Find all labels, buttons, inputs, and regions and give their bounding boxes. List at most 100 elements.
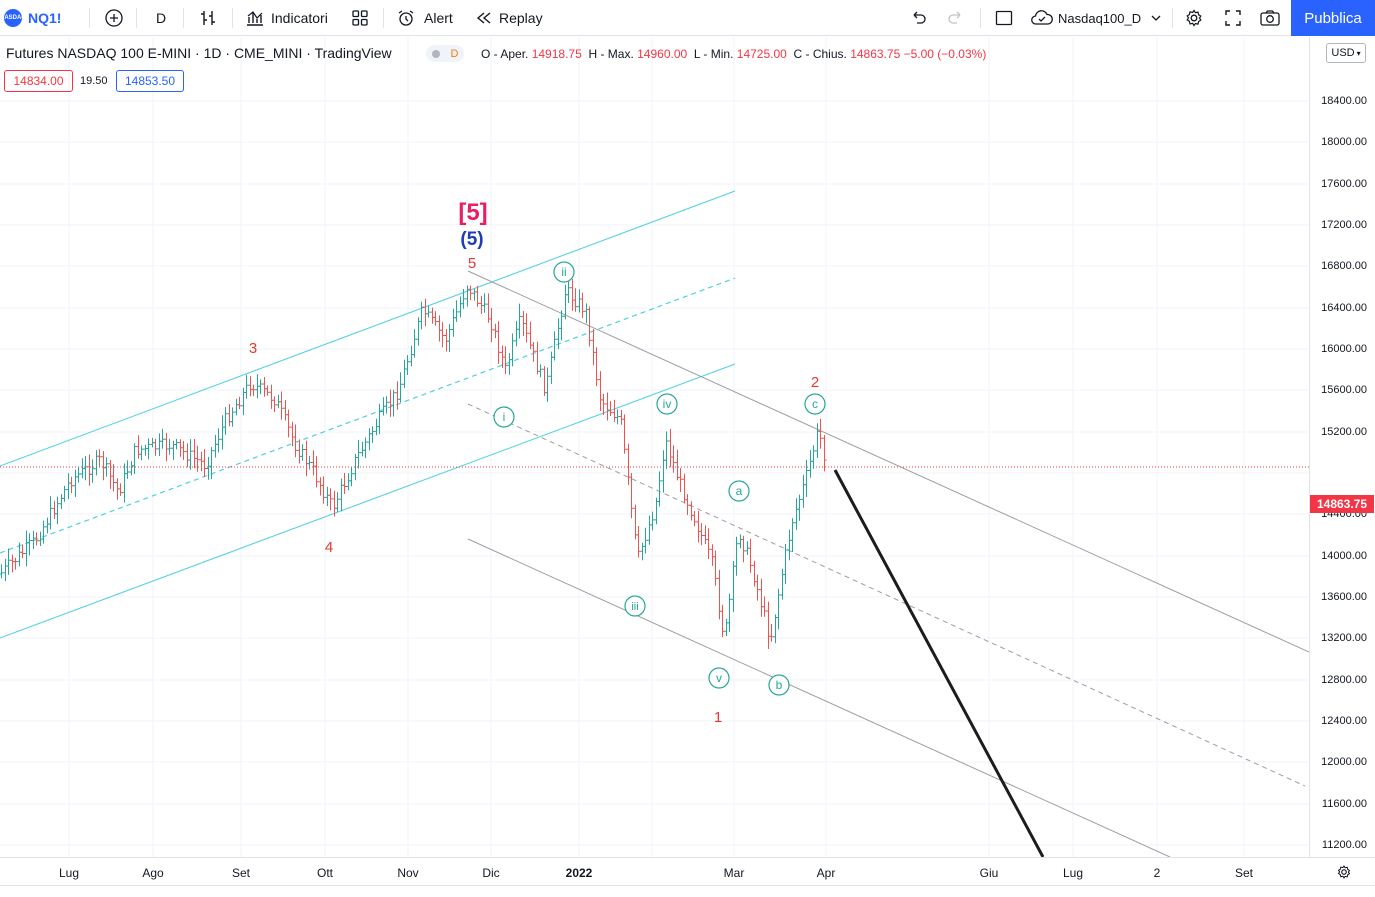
time-axis[interactable]: Lug Ago Set Ott Nov Dic 2022 Mar Apr Giu Lug 2 Set [0, 857, 1375, 885]
symbol-label: NQ1! [28, 10, 62, 26]
toolbar-divider [232, 8, 233, 28]
wave-label-intermediate-5[interactable]: (5) [460, 229, 483, 250]
price-bar [657, 471, 662, 507]
wave-label-iv[interactable]: iv [656, 393, 678, 415]
low-label: L - Min. [693, 47, 734, 61]
save-layout-button[interactable]: Nasdaq100_D [1030, 0, 1163, 36]
price-bar [251, 384, 256, 397]
price-bar [682, 473, 687, 504]
price-bar [234, 398, 239, 416]
wave-label-i[interactable]: i [493, 406, 515, 428]
price-bar [738, 534, 743, 549]
price-bar [615, 409, 620, 425]
publish-button[interactable]: Pubblica [1291, 0, 1375, 36]
price-bar [349, 467, 354, 487]
projection-line[interactable] [833, 469, 1045, 857]
price-bar [598, 371, 603, 411]
channel-lower-line[interactable] [0, 363, 736, 639]
price-bar [181, 440, 186, 460]
time-tick-label: Ott [316, 866, 334, 880]
currency-select[interactable]: USD ▾ [1326, 43, 1366, 63]
market-status-badge[interactable]: D [426, 45, 464, 62]
price-bar [811, 445, 816, 469]
wave-label-iii[interactable]: iii [624, 595, 646, 617]
rewind-icon [476, 12, 491, 24]
high-label: H - Max. [588, 47, 634, 61]
low-value: 14725.00 [736, 47, 787, 61]
svg-text:a: a [736, 484, 743, 498]
price-bar [710, 544, 715, 566]
drawing-lines[interactable] [0, 190, 1309, 857]
price-bar [174, 438, 179, 450]
price-bar [808, 450, 813, 478]
price-bar [293, 424, 298, 458]
wave-label-1[interactable]: 1 [714, 709, 722, 726]
chart-pane[interactable]: [5] (5) 5 3 4 1 2 ii i iv iii v a b c [0, 37, 1309, 857]
channel-upper-line[interactable] [0, 190, 736, 467]
buy-price-button[interactable]: 14853.50 [116, 70, 184, 92]
spread-value: 19.50 [80, 75, 108, 87]
price-bar [87, 454, 92, 486]
price-bar [10, 554, 15, 573]
price-bar [731, 561, 736, 612]
time-tick-label: Giu [979, 866, 999, 880]
wave-label-2[interactable]: 2 [811, 374, 819, 391]
wave-label-a[interactable]: a [728, 480, 750, 502]
price-bar [20, 544, 25, 559]
layout-select-button[interactable] [994, 0, 1014, 36]
wave-label-5[interactable]: 5 [468, 255, 476, 272]
price-bar [622, 414, 627, 454]
price-bar [496, 321, 501, 364]
wave-label-c[interactable]: c [804, 393, 826, 415]
alert-button[interactable]: Alert [396, 0, 453, 36]
elliott-wave-labels[interactable]: [5] (5) 5 3 4 1 2 ii i iv iii v a b c [249, 199, 826, 726]
wave-label-primary-5[interactable]: [5] [458, 199, 487, 226]
compare-symbol-button[interactable] [104, 0, 124, 36]
settings-button[interactable] [1184, 0, 1204, 36]
price-bar [55, 496, 60, 525]
gear-icon[interactable] [1336, 864, 1352, 880]
wave-label-ii[interactable]: ii [553, 261, 575, 283]
sell-price-button[interactable]: 14834.00 [4, 70, 73, 92]
replay-button[interactable]: Replay [475, 0, 543, 36]
price-bar [685, 494, 690, 515]
interval-button[interactable]: D [156, 0, 166, 36]
price-bar [437, 315, 442, 342]
undo-button[interactable] [908, 0, 928, 36]
fullscreen-button[interactable] [1223, 0, 1243, 36]
templates-button[interactable] [350, 0, 370, 36]
price-bar [601, 393, 606, 415]
wave-label-3[interactable]: 3 [249, 340, 257, 357]
wave-label-v[interactable]: v [708, 667, 730, 689]
price-bar [703, 525, 708, 545]
price-bar [762, 596, 767, 617]
price-bar [503, 346, 508, 375]
price-bar [241, 387, 246, 416]
channel-middle-line[interactable] [0, 277, 736, 554]
down-channel-lower-line[interactable] [467, 538, 1171, 857]
price-bar [580, 292, 585, 318]
toolbar-divider [980, 8, 981, 28]
price-tick-label: 18000.00 [1321, 136, 1367, 148]
grid-icon [352, 10, 368, 26]
snapshot-button[interactable] [1259, 0, 1281, 36]
price-bar [675, 449, 680, 481]
time-tick-label: Dic [482, 866, 500, 880]
wave-label-b[interactable]: b [768, 674, 790, 696]
price-bar [482, 293, 487, 313]
price-bar [314, 456, 319, 488]
chart-type-button[interactable] [198, 0, 218, 36]
price-bar [696, 510, 701, 543]
alarm-clock-icon [398, 10, 414, 26]
chart-legend-title[interactable]: Futures NASDAQ 100 E-MINI · 1D · CME_MIN… [6, 45, 392, 61]
wave-label-4[interactable]: 4 [325, 539, 333, 556]
indicators-button[interactable]: Indicatori [245, 0, 328, 36]
redo-button[interactable] [946, 0, 966, 36]
down-channel-upper-line[interactable] [467, 270, 1309, 653]
price-axis[interactable]: USD ▾ 18400.00 18000.00 17600.00 17200.00 168… [1309, 37, 1375, 857]
time-tick-label: Set [1234, 866, 1254, 880]
symbol-search-button[interactable]: NASDAQ NQ1! [0, 0, 62, 36]
price-tick-label: 12000.00 [1321, 756, 1367, 768]
down-channel-middle-line[interactable] [467, 403, 1306, 787]
